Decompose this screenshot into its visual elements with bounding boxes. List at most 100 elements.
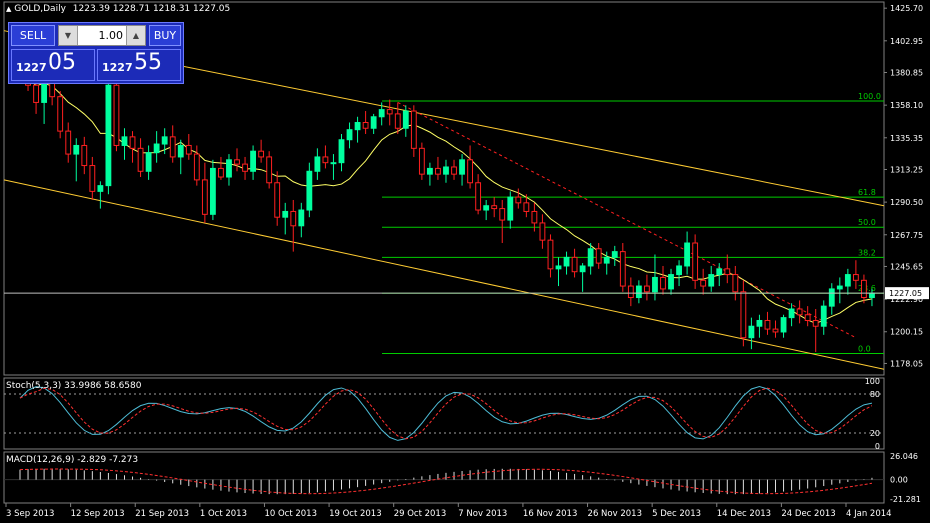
- fib-level-label: 100.0: [858, 92, 881, 101]
- ask-price-prefix: 1227: [102, 61, 133, 74]
- candle-body: [129, 136, 136, 149]
- price-tick-label: 1200.15: [890, 328, 923, 337]
- one-click-trading-panel: SELL ▼ 1.00 ▲ BUY 1227 05 1227 55: [8, 22, 184, 84]
- bid-price-big: 05: [48, 50, 76, 75]
- bid-price-box[interactable]: 1227 05: [11, 49, 95, 81]
- candle-body: [218, 167, 224, 178]
- bid-price-prefix: 1227: [16, 61, 47, 74]
- candle-body: [226, 159, 232, 178]
- candle-body: [370, 116, 377, 129]
- sell-button[interactable]: SELL: [11, 25, 55, 46]
- time-tick-label: 4 Jan 2014: [846, 509, 892, 519]
- candle-body: [531, 210, 538, 224]
- candle-body: [764, 319, 771, 330]
- candle-body: [258, 150, 265, 158]
- time-tick-label: 14 Dec 2013: [717, 509, 771, 519]
- ask-price-box[interactable]: 1227 55: [97, 49, 181, 81]
- candle-body: [700, 279, 707, 287]
- macd-tick-label: -21.281: [890, 495, 921, 504]
- stoch-panel-frame: [3, 377, 885, 450]
- macd-signal-line: [19, 468, 873, 495]
- candle-body: [804, 314, 811, 321]
- candle-body: [820, 305, 827, 327]
- candle-body: [145, 152, 152, 172]
- candle-body: [57, 96, 64, 132]
- candle-body: [242, 163, 248, 172]
- moving-average-line: [19, 69, 873, 324]
- candle-body: [185, 144, 192, 155]
- candle-body: [668, 274, 674, 290]
- trend-dashed-line: [397, 101, 857, 339]
- candle-body: [362, 122, 369, 129]
- price-tick-label: 1313.25: [890, 165, 923, 174]
- candle-body: [394, 113, 401, 129]
- candle-body: [780, 317, 787, 333]
- main-panel-frame: [3, 1, 885, 376]
- buy-button[interactable]: BUY: [149, 25, 181, 46]
- candle-body: [459, 159, 465, 175]
- lots-input[interactable]: ▼ 1.00 ▲: [58, 25, 146, 46]
- channel-lower-line: [3, 179, 885, 370]
- candle-body: [740, 291, 747, 339]
- candle-body: [73, 144, 80, 155]
- candle-body: [635, 285, 642, 299]
- candle-body: [724, 268, 731, 276]
- price-tick-label: 1425.70: [890, 4, 923, 13]
- candle-body: [209, 167, 216, 215]
- candle-body: [418, 147, 425, 175]
- candle-body: [523, 202, 530, 212]
- chevron-down-icon[interactable]: ▼: [59, 26, 78, 45]
- time-tick-label: 7 Nov 2013: [458, 509, 507, 519]
- candle-body: [346, 129, 353, 141]
- candle-body: [491, 205, 498, 210]
- time-tick-label: 3 Sep 2013: [6, 509, 54, 519]
- candle-body: [555, 265, 562, 270]
- stoch-signal-line: [19, 387, 873, 440]
- candle-body: [354, 122, 361, 131]
- price-tick-label: 1335.35: [890, 134, 923, 143]
- candle-body: [378, 109, 385, 118]
- candle-body: [869, 292, 875, 299]
- candle-body: [177, 144, 184, 158]
- candle-body: [274, 182, 281, 218]
- candle-body: [137, 147, 144, 172]
- candle-body: [234, 159, 240, 165]
- candle-body: [716, 268, 723, 276]
- candle-body: [250, 150, 256, 172]
- candle-body: [193, 153, 200, 181]
- stoch-tick-label: 80: [870, 390, 880, 399]
- candle-body: [660, 276, 666, 290]
- candle-body: [266, 156, 273, 184]
- lots-value[interactable]: 1.00: [98, 29, 124, 42]
- candle-body: [97, 185, 104, 192]
- candle-body: [539, 222, 546, 241]
- macd-title: MACD(12,26,9) -2.829 -7.273: [6, 455, 139, 465]
- ask-price-big: 55: [134, 50, 162, 75]
- candle-body: [443, 166, 449, 175]
- price-tick-label: 1380.85: [890, 69, 923, 78]
- fib-level-label: 0.0: [858, 344, 871, 353]
- symbol-label: GOLD,Daily: [14, 4, 66, 14]
- current-price-label: 1227.05: [889, 289, 922, 298]
- candle-body: [435, 167, 441, 175]
- candle-body: [161, 136, 168, 145]
- candle-body: [121, 136, 128, 146]
- candle-body: [684, 242, 691, 267]
- time-tick-label: 21 Sep 2013: [135, 509, 189, 519]
- candle-body: [547, 239, 554, 270]
- time-tick-label: 24 Dec 2013: [781, 509, 835, 519]
- fib-level-label: 61.8: [858, 188, 876, 197]
- candle-body: [748, 325, 755, 339]
- candle-body: [290, 210, 297, 227]
- current-price-marker: [885, 287, 929, 300]
- candle-body: [812, 319, 819, 327]
- triangle-up-icon: ▲: [6, 5, 12, 13]
- candle-body: [603, 256, 610, 264]
- candle-body: [619, 251, 626, 287]
- candle-body: [676, 265, 682, 276]
- time-tick-label: 12 Sep 2013: [71, 509, 125, 519]
- macd-tick-label: 0.00: [890, 476, 908, 485]
- chevron-up-icon[interactable]: ▲: [126, 26, 145, 45]
- candle-body: [852, 274, 859, 281]
- fib-level-label: 38.2: [858, 248, 876, 257]
